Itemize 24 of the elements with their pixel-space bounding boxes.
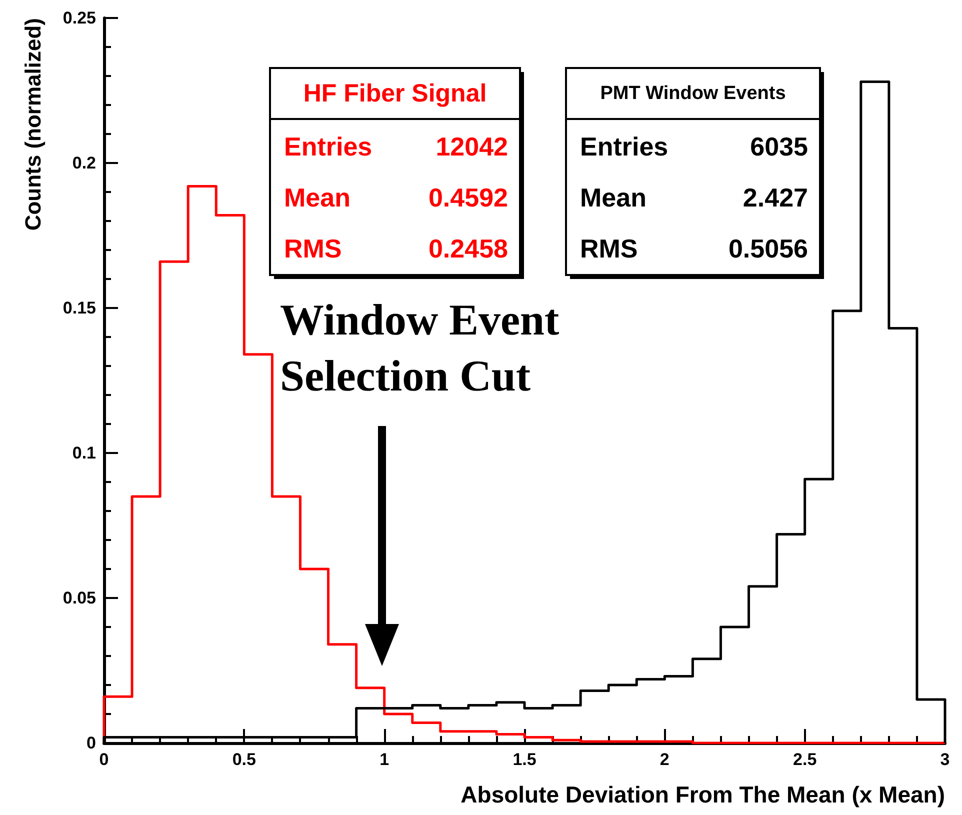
y-tick-label: 0.25	[62, 8, 96, 28]
x-tick-label: 1	[380, 750, 390, 769]
text: RMS 0.2458	[284, 234, 508, 264]
text: Entries 12042	[284, 132, 508, 162]
text: PMT Window Events	[600, 83, 786, 104]
y-tick-label: 0.15	[62, 298, 96, 318]
y-tick-label: 0	[86, 734, 96, 752]
x-tick-label: 3	[940, 750, 950, 769]
text: Mean 2.427	[580, 182, 808, 212]
y-axis-title: Counts (normalized)	[20, 18, 46, 231]
x-tick-label: 2.5	[793, 750, 817, 769]
y-tick-label: 0.2	[72, 154, 96, 172]
x-tick-label: 0.5	[232, 750, 256, 769]
x-tick-label: 0	[99, 750, 109, 769]
annotation: Window Event Selection Cut	[280, 296, 560, 400]
x-tick-label: 1.5	[512, 750, 536, 769]
text: RMS 0.5056	[580, 234, 808, 264]
x-tick-label: 2	[660, 750, 670, 769]
text: Mean 0.4592	[284, 182, 508, 212]
x-axis-title: Absolute Deviation From The Mean (x Mean)	[460, 782, 945, 808]
y-tick-label: 0.1	[72, 444, 96, 462]
text: Entries 6035	[580, 132, 808, 162]
text: HF Fiber Signal	[303, 80, 487, 108]
y-tick-label: 0.05	[62, 588, 96, 608]
